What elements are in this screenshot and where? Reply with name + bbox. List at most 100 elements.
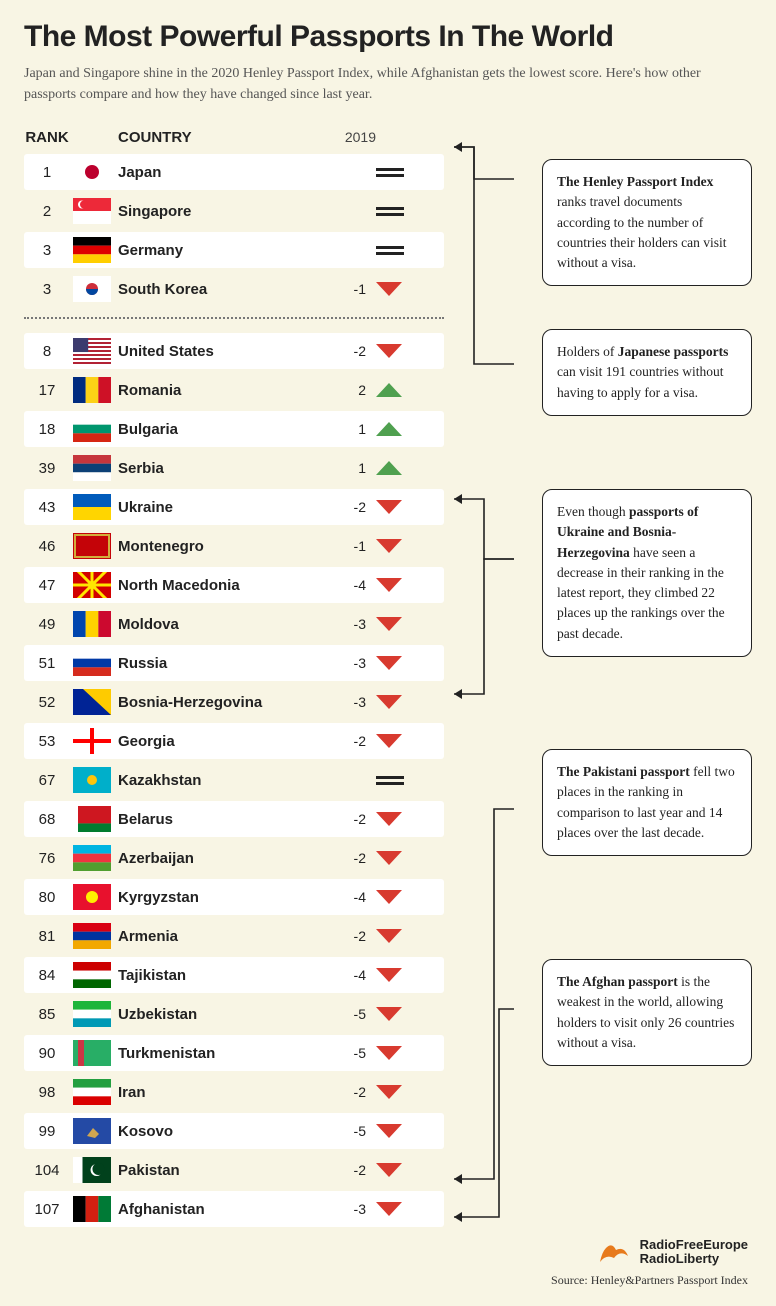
table-row: 80 Kyrgyzstan-4 bbox=[24, 879, 444, 915]
country-cell: Afghanistan bbox=[114, 1201, 324, 1218]
country-cell: Montenegro bbox=[114, 538, 324, 555]
table-row: 46 Montenegro-1 bbox=[24, 528, 444, 564]
rank-cell: 99 bbox=[24, 1123, 70, 1140]
rank-cell: 39 bbox=[24, 460, 70, 477]
indicator-cell bbox=[376, 695, 422, 709]
down-indicator bbox=[376, 1163, 402, 1177]
indicator-cell bbox=[376, 422, 422, 436]
rank-cell: 84 bbox=[24, 967, 70, 984]
table-row: 52Bosnia-Herzegovina-3 bbox=[24, 684, 444, 720]
table-row: 85Uzbekistan-5 bbox=[24, 996, 444, 1032]
indicator-cell bbox=[376, 851, 422, 865]
indicator-cell bbox=[376, 1046, 422, 1060]
indicator-cell bbox=[376, 246, 422, 255]
indicator-cell bbox=[376, 539, 422, 553]
rank-cell: 104 bbox=[24, 1162, 70, 1179]
rank-cell: 76 bbox=[24, 850, 70, 867]
table-row: 98Iran-2 bbox=[24, 1074, 444, 1110]
country-cell: Tajikistan bbox=[114, 967, 324, 984]
country-cell: Turkmenistan bbox=[114, 1045, 324, 1062]
flag-cell bbox=[70, 455, 114, 481]
col-country-header: COUNTRY bbox=[114, 129, 324, 146]
table-row: 76Azerbaijan-2 bbox=[24, 840, 444, 876]
content-row: RANK COUNTRY 2019 1Japan2Singapore3Germa… bbox=[24, 129, 752, 1230]
flag-cell bbox=[70, 494, 114, 520]
indicator-cell bbox=[376, 383, 422, 397]
country-cell: Romania bbox=[114, 382, 324, 399]
rank-cell: 46 bbox=[24, 538, 70, 555]
col-rank-header: RANK bbox=[24, 129, 70, 146]
change-cell: -2 bbox=[324, 1162, 376, 1178]
up-indicator bbox=[376, 461, 402, 475]
logo-line2: RadioLiberty bbox=[640, 1252, 748, 1266]
table-row: 90 Turkmenistan-5 bbox=[24, 1035, 444, 1071]
flag-cell bbox=[70, 338, 114, 364]
change-cell: 1 bbox=[324, 460, 376, 476]
country-cell: Bosnia-Herzegovina bbox=[114, 694, 324, 711]
indicator-cell bbox=[376, 734, 422, 748]
passport-table: RANK COUNTRY 2019 1Japan2Singapore3Germa… bbox=[24, 129, 444, 1230]
flag-cell bbox=[70, 416, 114, 442]
indicator-cell bbox=[376, 1163, 422, 1177]
indicator-cell bbox=[376, 282, 422, 296]
main-rows-group: 8United States-217Romania218Bulgaria139S… bbox=[24, 333, 444, 1227]
page-footer: RadioFreeEurope RadioLiberty Source: Hen… bbox=[24, 1238, 752, 1288]
rank-cell: 81 bbox=[24, 928, 70, 945]
country-cell: Armenia bbox=[114, 928, 324, 945]
table-row: 84Tajikistan-4 bbox=[24, 957, 444, 993]
flag-cell bbox=[70, 1157, 114, 1183]
country-cell: Uzbekistan bbox=[114, 1006, 324, 1023]
country-cell: South Korea bbox=[114, 281, 324, 298]
flag-cell bbox=[70, 845, 114, 871]
same-indicator bbox=[376, 168, 404, 177]
logo-line1: RadioFreeEurope bbox=[640, 1238, 748, 1252]
indicator-cell bbox=[376, 968, 422, 982]
country-cell: Iran bbox=[114, 1084, 324, 1101]
country-cell: Bulgaria bbox=[114, 421, 324, 438]
flag-cell bbox=[70, 1118, 114, 1144]
rank-cell: 67 bbox=[24, 772, 70, 789]
rank-cell: 3 bbox=[24, 281, 70, 298]
table-row: 51Russia-3 bbox=[24, 645, 444, 681]
change-cell: -1 bbox=[324, 538, 376, 554]
down-indicator bbox=[376, 500, 402, 514]
indicator-cell bbox=[376, 578, 422, 592]
down-indicator bbox=[376, 890, 402, 904]
indicator-cell bbox=[376, 1124, 422, 1138]
change-cell: -2 bbox=[324, 811, 376, 827]
rank-cell: 80 bbox=[24, 889, 70, 906]
change-cell: -4 bbox=[324, 889, 376, 905]
rank-cell: 43 bbox=[24, 499, 70, 516]
change-cell: -4 bbox=[324, 577, 376, 593]
indicator-cell bbox=[376, 461, 422, 475]
flag-cell bbox=[70, 767, 114, 793]
rank-cell: 68 bbox=[24, 811, 70, 828]
change-cell: -2 bbox=[324, 1084, 376, 1100]
rank-cell: 53 bbox=[24, 733, 70, 750]
callout-box: Holders of Japanese passports can visit … bbox=[542, 329, 752, 416]
rank-cell: 107 bbox=[24, 1201, 70, 1218]
indicator-cell bbox=[376, 207, 422, 216]
country-cell: Japan bbox=[114, 164, 324, 181]
country-cell: Pakistan bbox=[114, 1162, 324, 1179]
change-cell: -2 bbox=[324, 928, 376, 944]
table-row: 68Belarus-2 bbox=[24, 801, 444, 837]
table-row: 43Ukraine-2 bbox=[24, 489, 444, 525]
flag-cell bbox=[70, 1079, 114, 1105]
callout-box: The Pakistani passport fell two places i… bbox=[542, 749, 752, 856]
rank-cell: 52 bbox=[24, 694, 70, 711]
down-indicator bbox=[376, 1007, 402, 1021]
change-cell: -5 bbox=[324, 1045, 376, 1061]
indicator-cell bbox=[376, 1085, 422, 1099]
table-row: 47North Macedonia-4 bbox=[24, 567, 444, 603]
page-subtitle: Japan and Singapore shine in the 2020 He… bbox=[24, 63, 752, 105]
flag-cell bbox=[70, 572, 114, 598]
flag-cell bbox=[70, 650, 114, 676]
down-indicator bbox=[376, 929, 402, 943]
rank-cell: 90 bbox=[24, 1045, 70, 1062]
down-indicator bbox=[376, 539, 402, 553]
country-cell: Kyrgyzstan bbox=[114, 889, 324, 906]
change-cell: -5 bbox=[324, 1006, 376, 1022]
change-cell: 1 bbox=[324, 421, 376, 437]
up-indicator bbox=[376, 422, 402, 436]
